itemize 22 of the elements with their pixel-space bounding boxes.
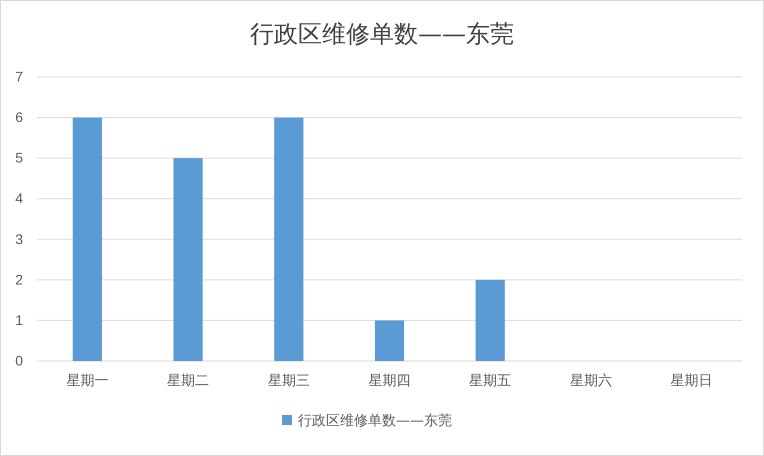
x-tick-label: 星期四 (368, 372, 410, 388)
bar (72, 118, 102, 361)
chart-title: 行政区维修单数——东莞 (250, 20, 514, 48)
y-tick-label: 1 (15, 312, 24, 328)
bar (173, 158, 203, 361)
x-tick-label: 星期三 (268, 372, 310, 388)
x-tick-label: 星期五 (469, 372, 512, 388)
x-tick-label: 星期六 (570, 372, 612, 388)
legend-label: 行政区维修单数——东莞 (298, 413, 452, 429)
y-tick-label: 4 (15, 190, 24, 206)
x-tick-label: 星期一 (66, 372, 108, 388)
bar (374, 320, 404, 361)
y-tick-label: 6 (15, 109, 24, 126)
y-tick-label: 2 (15, 271, 24, 288)
x-tick-label: 星期日 (670, 372, 713, 388)
y-tick-label: 5 (15, 150, 24, 166)
y-tick-label: 0 (15, 352, 24, 368)
y-tick-label: 3 (15, 230, 24, 247)
bar (274, 118, 304, 361)
bar (476, 280, 505, 361)
y-tick-label: 7 (15, 68, 24, 84)
x-tick-label: 星期二 (167, 372, 210, 388)
